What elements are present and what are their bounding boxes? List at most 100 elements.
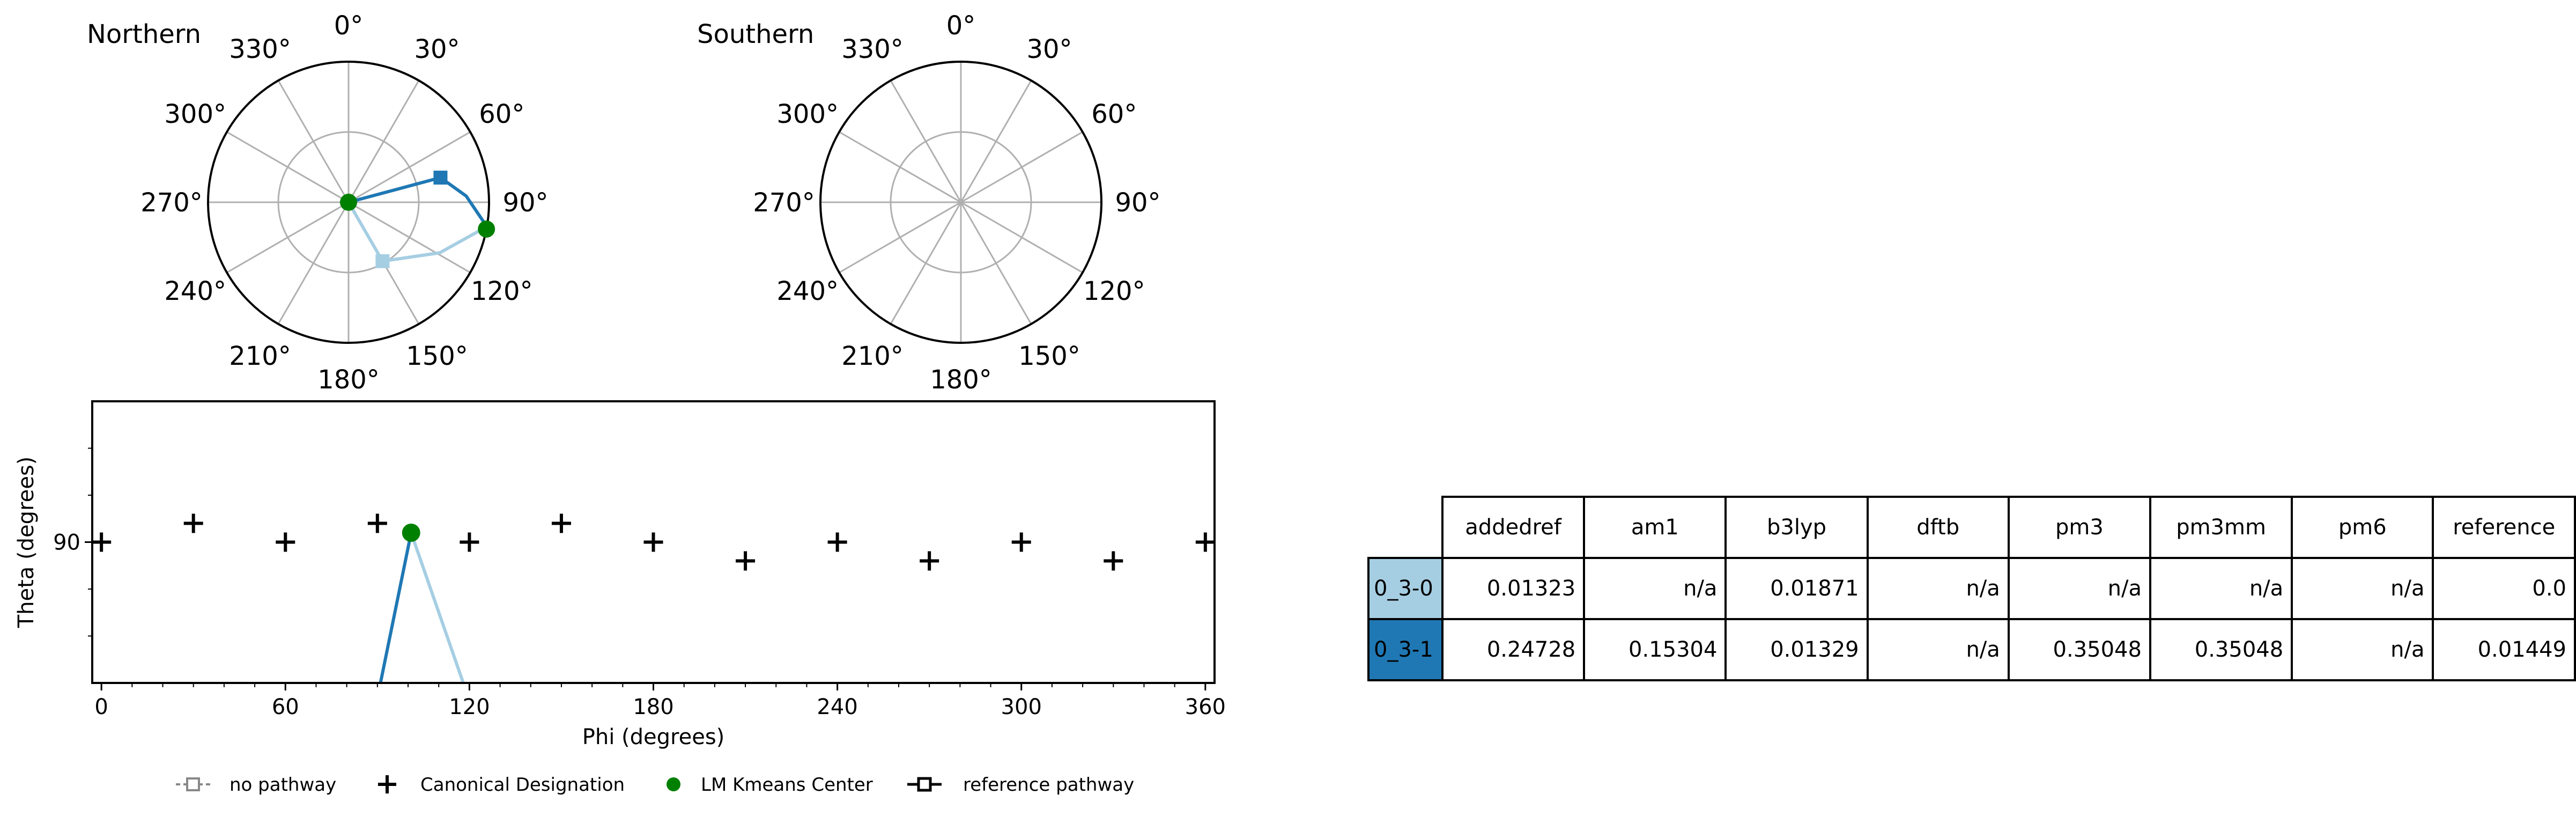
kmeans-center-point — [402, 524, 420, 542]
polar-angle-label: 150° — [406, 341, 468, 371]
canonical-marker — [92, 532, 112, 552]
table-corner-cell — [1368, 497, 1442, 558]
kmeans-center-point — [478, 220, 495, 238]
canonical-marker — [643, 532, 663, 552]
table-row-label: 0_3-1 — [1367, 618, 1444, 681]
x-tick-label: 120 — [449, 695, 490, 719]
table-cell: n/a — [1583, 557, 1727, 620]
table-cell: 0.01323 — [1441, 557, 1586, 620]
polar-angle-label: 120° — [471, 276, 533, 306]
polar-angle-label: 90° — [502, 188, 548, 218]
polar-angle-label: 270° — [753, 188, 815, 218]
table-column-header: pm3mm — [2149, 496, 2293, 559]
table-row-label: 0_3-0 — [1367, 557, 1444, 620]
polar-angle-label: 180° — [930, 365, 992, 395]
canonical-marker — [920, 551, 939, 571]
x-tick-label: 180 — [633, 695, 673, 719]
canonical-marker — [183, 513, 203, 533]
polar-grid-circle — [277, 131, 420, 274]
x-tick-label: 300 — [1001, 695, 1042, 719]
legend-no-pathway-marker — [186, 777, 200, 791]
x-tick-label: 60 — [272, 695, 299, 719]
legend-lm-kmeans-center-label: LM Kmeans Center — [701, 774, 873, 796]
polar-grid-circle — [890, 131, 1032, 274]
polar-angle-label: 300° — [164, 99, 226, 129]
canonical-marker — [460, 532, 479, 552]
table-column-header: addedref — [1441, 496, 1586, 559]
x-tick-label: 360 — [1185, 695, 1226, 719]
table-column-header: b3lyp — [1724, 496, 1869, 559]
canonical-marker — [367, 513, 387, 533]
legend-lm-kmeans-center-marker — [667, 777, 680, 791]
pathway-line — [409, 532, 465, 683]
pathway-line — [347, 201, 488, 263]
polar-title: Southern — [697, 19, 814, 49]
pathway-marker — [375, 254, 390, 268]
polar-angle-label: 210° — [229, 341, 291, 371]
table-column-header: dftb — [1866, 496, 2010, 559]
polar-angle-label: 330° — [229, 34, 291, 64]
pathway-marker — [433, 171, 448, 185]
polar-angle-label: 270° — [140, 188, 203, 218]
polar-frame — [207, 61, 490, 344]
polar-angle-label: 0° — [946, 11, 976, 41]
table-cell: n/a — [2007, 557, 2151, 620]
pathway-line — [348, 176, 488, 228]
legend-canonical-designation-marker — [378, 775, 396, 793]
legend: no pathway Canonical Designation LM Kmeans… — [176, 774, 1134, 796]
polar-angle-label: 330° — [841, 34, 904, 64]
table-cell: n/a — [1866, 557, 2010, 620]
polar-plot-southern: Southern 0° 30° 60° 90° 120° 150° 180° 210° 240° 2… — [697, 11, 1161, 395]
table-cell: 0.01449 — [2432, 618, 2576, 681]
polar-angle-label: 0° — [334, 11, 364, 41]
polar-angle-label: 180° — [317, 365, 380, 395]
kmeans-center-point — [340, 194, 357, 211]
table-cell: 0.01871 — [1724, 557, 1869, 620]
polar-angle-label: 90° — [1115, 188, 1160, 218]
y-tick-label: 90 — [53, 531, 80, 555]
polar-angle-label: 30° — [1026, 34, 1072, 64]
table-cell: 0.15304 — [1583, 618, 1727, 681]
polar-angle-label: 240° — [164, 276, 226, 306]
table-column-header: pm6 — [2291, 496, 2434, 559]
table-cell: n/a — [2291, 557, 2434, 620]
table-cell: 0.24728 — [1441, 618, 1586, 681]
polar-angle-label: 210° — [841, 341, 904, 371]
legend-no-pathway-label: no pathway — [230, 774, 336, 796]
energy-table: addedref am1 b3lyp dftb pm3 pm3mm pm6 reference… — [1367, 496, 2576, 681]
polar-frame — [819, 61, 1102, 344]
table-column-header: am1 — [1583, 496, 1727, 559]
polar-angle-label: 240° — [776, 276, 839, 306]
canonical-marker — [1195, 532, 1215, 552]
canonical-marker — [1011, 532, 1031, 552]
polar-angle-label: 60° — [479, 99, 524, 129]
table-cell: n/a — [1866, 618, 2010, 681]
canonical-marker — [1104, 551, 1123, 571]
polar-angle-label: 300° — [776, 99, 839, 129]
y-axis-label: Theta (degrees) — [14, 457, 39, 629]
polar-title: Northern — [87, 19, 201, 49]
table-column-header: pm3 — [2007, 496, 2151, 559]
table-cell: n/a — [2291, 618, 2434, 681]
canonical-marker — [551, 513, 571, 533]
table-cell: 0.35048 — [2007, 618, 2151, 681]
table-cell: 0.0 — [2432, 557, 2576, 620]
polar-angle-label: 30° — [414, 34, 460, 64]
table-cell: 0.01329 — [1724, 618, 1869, 681]
table-header-row: addedref am1 b3lyp dftb pm3 pm3mm pm6 reference — [1368, 496, 2576, 559]
table-body: 0_3-0 0.01323 n/a 0.01871 n/a n/a n/a n/a 0.0 0_3… — [1367, 557, 2576, 681]
polar-plot-northern: Northern 0° 30° 60° 90° 120° 150° 180° 210° 240° 2… — [87, 11, 549, 395]
canonical-marker — [736, 551, 756, 571]
legend-canonical-designation-label: Canonical Designation — [420, 774, 625, 796]
x-axis-label: Phi (degrees) — [582, 725, 725, 749]
polar-angle-label: 60° — [1091, 99, 1137, 129]
table-column-header: reference — [2432, 496, 2576, 559]
pathway-line — [379, 532, 413, 683]
x-tick-label: 240 — [817, 695, 857, 719]
table-row: 0_3-0 0.01323 n/a 0.01871 n/a n/a n/a n/a 0.0 — [1367, 557, 2576, 620]
canonical-marker — [276, 532, 295, 552]
table-cell: n/a — [2149, 557, 2293, 620]
canonical-marker — [827, 532, 847, 552]
polar-angle-label: 120° — [1083, 276, 1145, 306]
